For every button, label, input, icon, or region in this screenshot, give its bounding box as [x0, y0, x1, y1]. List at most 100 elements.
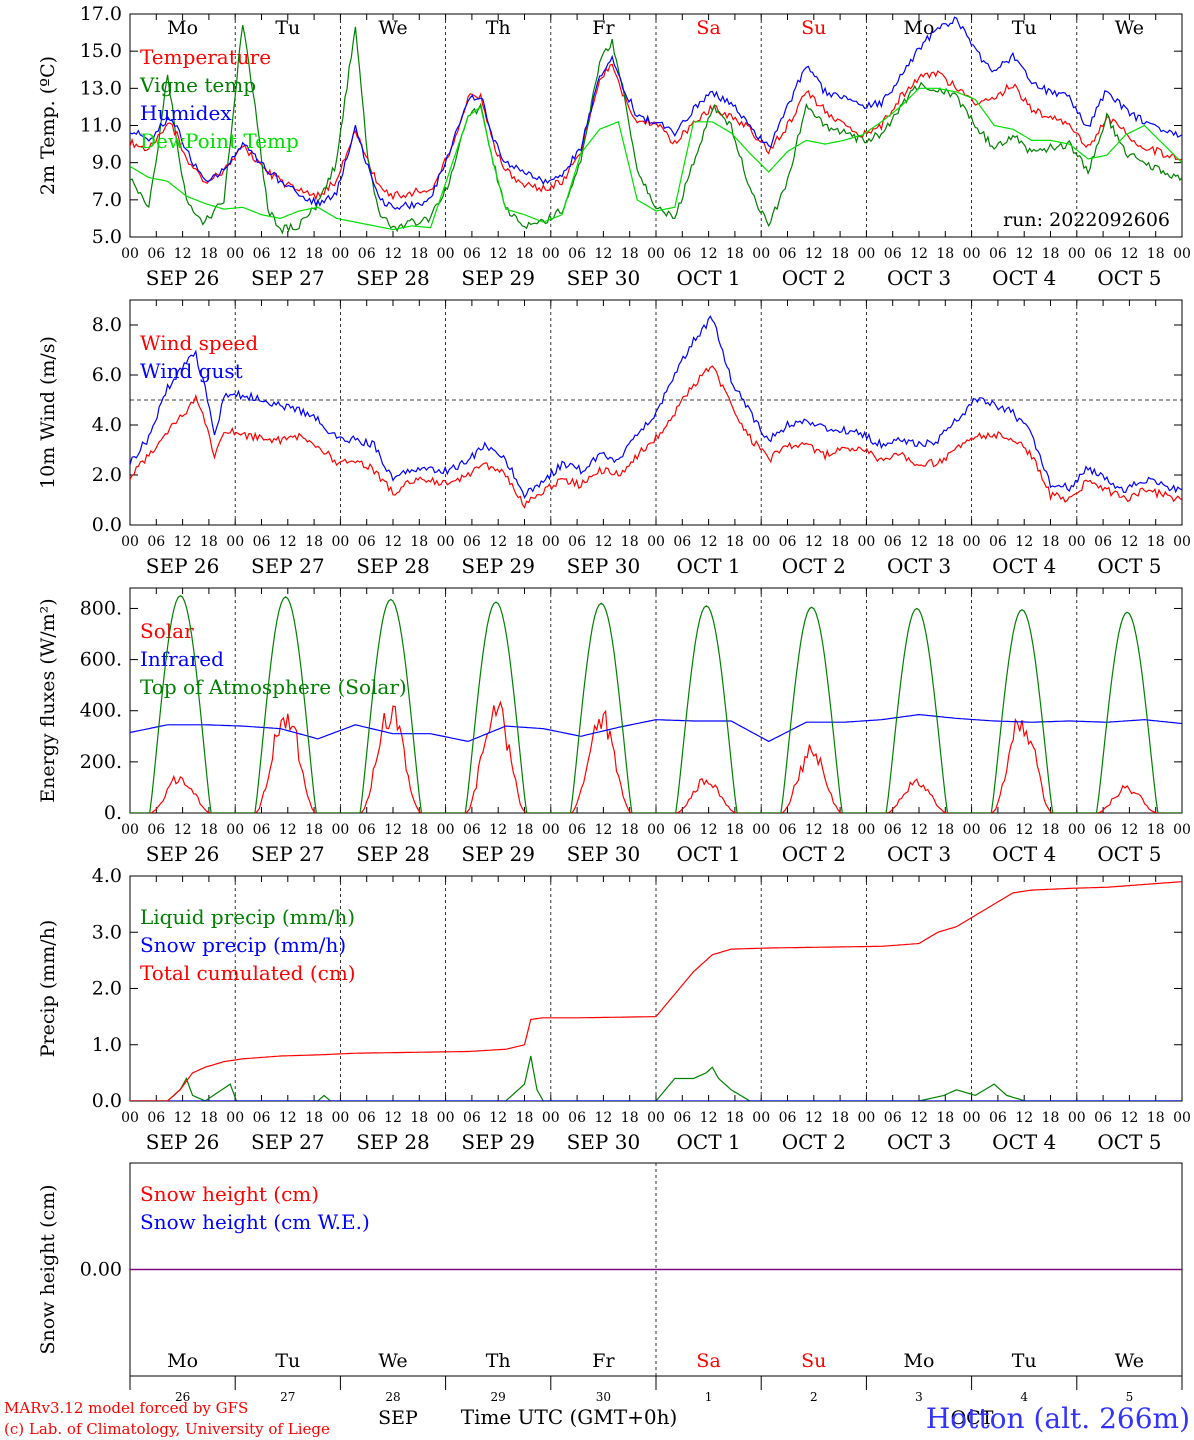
hour-tick-label: 12 — [489, 1110, 507, 1126]
hour-tick-label: 18 — [726, 534, 744, 550]
hour-tick-label: 18 — [936, 534, 954, 550]
date-label: OCT 4 — [992, 554, 1056, 578]
hour-tick-label: 06 — [884, 246, 902, 262]
y-tick-label: 4.0 — [92, 414, 122, 436]
hour-tick-label: 00 — [752, 534, 770, 550]
hour-tick-label: 00 — [437, 1110, 455, 1126]
date-label: SEP 30 — [567, 266, 641, 290]
hour-tick-label: 06 — [358, 1110, 376, 1126]
hour-tick-label: 00 — [331, 1110, 349, 1126]
weekday-label: Sa — [696, 17, 720, 39]
date-label: SEP 29 — [461, 554, 535, 578]
hour-tick-label: 12 — [1015, 534, 1033, 550]
date-label: OCT 4 — [992, 1130, 1056, 1154]
weekday-label: Tu — [1012, 1350, 1037, 1372]
hour-tick-label: 00 — [437, 822, 455, 838]
weekday-label: We — [378, 17, 407, 39]
hour-tick-label: 00 — [963, 246, 981, 262]
weekday-label: Su — [801, 1350, 826, 1372]
legend-entry: Solar — [140, 619, 194, 643]
date-label: OCT 5 — [1097, 842, 1161, 866]
y-axis-label: 10m Wind (m/s) — [37, 336, 59, 489]
hour-tick-label: 18 — [1042, 1110, 1060, 1126]
date-label: OCT 1 — [677, 554, 741, 578]
hour-tick-label: 00 — [542, 1110, 560, 1126]
hour-tick-label: 12 — [279, 1110, 297, 1126]
hour-tick-label: 12 — [174, 822, 192, 838]
hour-tick-label: 06 — [463, 1110, 481, 1126]
hour-tick-label: 06 — [884, 822, 902, 838]
hour-tick-label: 18 — [305, 534, 323, 550]
hour-tick-label: 06 — [1094, 534, 1112, 550]
hour-tick-label: 12 — [279, 534, 297, 550]
date-label: OCT 2 — [782, 1130, 846, 1154]
hour-tick-label: 12 — [805, 246, 823, 262]
hour-tick-label: 12 — [279, 822, 297, 838]
y-tick-label: 600. — [80, 649, 122, 671]
hour-tick-label: 00 — [857, 246, 875, 262]
hour-tick-label: 00 — [542, 246, 560, 262]
legend-entry: Wind speed — [140, 331, 258, 355]
hour-tick-label: 18 — [726, 246, 744, 262]
series-line-solar — [130, 700, 1182, 813]
hour-tick-label: 12 — [700, 1110, 718, 1126]
day-number-label: 26 — [175, 1390, 190, 1404]
hour-tick-label: 06 — [673, 1110, 691, 1126]
hour-tick-label: 06 — [358, 246, 376, 262]
date-label: SEP 29 — [461, 1130, 535, 1154]
y-tick-label: 800. — [80, 597, 122, 619]
y-tick-label: 15.0 — [80, 40, 122, 62]
hour-tick-label: 12 — [489, 534, 507, 550]
series-line-dewpoint-temp — [130, 87, 1182, 231]
hour-tick-label: 12 — [384, 534, 402, 550]
hour-tick-label: 12 — [594, 1110, 612, 1126]
y-tick-label: 0.0 — [92, 514, 122, 536]
hour-tick-label: 18 — [936, 1110, 954, 1126]
hour-tick-label: 06 — [568, 534, 586, 550]
hour-tick-label: 18 — [621, 246, 639, 262]
hour-tick-label: 06 — [1094, 1110, 1112, 1126]
y-tick-label: 200. — [80, 751, 122, 773]
hour-tick-label: 00 — [121, 534, 139, 550]
footer: MARv3.12 model forced by GFS (c) Lab. of… — [4, 1399, 1190, 1438]
hour-tick-label: 00 — [752, 822, 770, 838]
hour-tick-label: 06 — [253, 534, 271, 550]
day-number-label: 5 — [1126, 1390, 1134, 1404]
hour-tick-label: 12 — [805, 822, 823, 838]
lab-credit-text: (c) Lab. of Climatology, University of L… — [4, 1420, 330, 1438]
weekday-label: Tu — [275, 1350, 300, 1372]
hour-tick-label: 00 — [647, 534, 665, 550]
date-label: OCT 3 — [887, 842, 951, 866]
hour-tick-label: 06 — [779, 246, 797, 262]
hour-tick-label: 12 — [910, 822, 928, 838]
hour-tick-label: 00 — [647, 246, 665, 262]
date-label: OCT 5 — [1097, 1130, 1161, 1154]
day-number-label: 27 — [280, 1390, 295, 1404]
weekday-label: Th — [486, 1350, 511, 1372]
hour-tick-label: 00 — [1068, 246, 1086, 262]
series-line-liquid-precip-mm-h — [130, 1055, 1182, 1101]
date-label: SEP 28 — [356, 266, 430, 290]
chart-panel-5: 0.00 Snow height (cm) 26 27 28 29 30 1 2 3 4 5 Mo Tu W… — [37, 1162, 1183, 1404]
hour-tick-label: 00 — [1173, 246, 1191, 262]
hour-tick-label: 06 — [463, 822, 481, 838]
hour-tick-label: 12 — [1015, 822, 1033, 838]
hour-tick-label: 12 — [384, 822, 402, 838]
legend-entry: Top of Atmosphere (Solar) — [140, 675, 407, 699]
date-label: SEP 27 — [251, 842, 325, 866]
hour-tick-label: 06 — [463, 534, 481, 550]
legend-entry: Vigne temp — [139, 73, 256, 97]
series-line-temperature — [130, 63, 1182, 201]
date-label: OCT 3 — [887, 266, 951, 290]
hour-tick-label: 00 — [437, 534, 455, 550]
hour-tick-label: 12 — [1015, 246, 1033, 262]
weekday-label: Mo — [904, 17, 935, 39]
date-label: SEP 27 — [251, 266, 325, 290]
hour-tick-label: 18 — [200, 1110, 218, 1126]
hour-tick-label: 12 — [594, 822, 612, 838]
y-tick-label: 3.0 — [92, 921, 122, 943]
hour-tick-label: 00 — [121, 1110, 139, 1126]
date-label: SEP 26 — [146, 842, 220, 866]
y-tick-label: 9.0 — [92, 152, 122, 174]
